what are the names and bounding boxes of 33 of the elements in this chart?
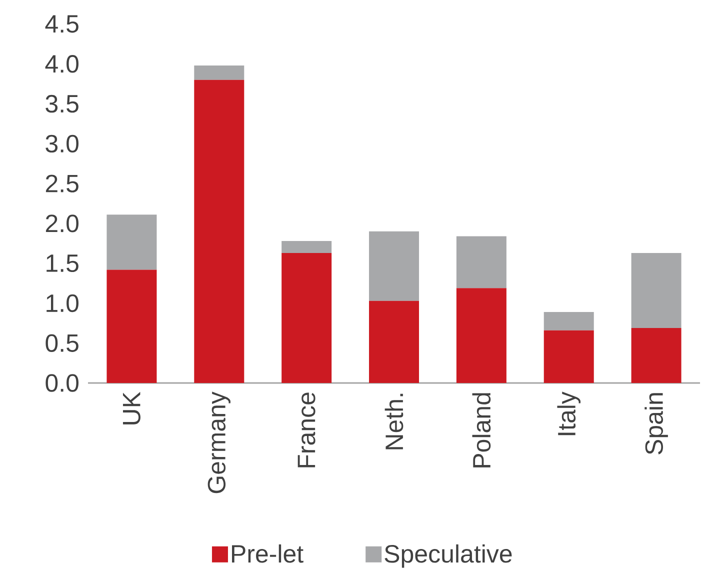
bar	[456, 236, 506, 288]
x-tick-label: Neth.	[384, 394, 404, 450]
bar	[631, 252, 682, 328]
legend-label: Pre-let	[232, 544, 304, 563]
x-tick-label: UK	[122, 392, 140, 424]
x-tick-label: France	[298, 392, 316, 468]
bar	[106, 270, 157, 383]
x-tick-label: Poland	[472, 393, 491, 468]
y-tick-label: 4.5	[45, 15, 78, 33]
x-tick-label: Italy	[557, 392, 581, 436]
bar	[456, 288, 506, 383]
bar	[631, 328, 682, 383]
y-tick-label: 0.0	[46, 374, 78, 392]
bar	[194, 65, 244, 80]
y-tick-label: 3.5	[46, 94, 78, 113]
bar	[106, 214, 157, 270]
y-tick-label: 2.5	[46, 174, 78, 192]
y-tick-label: 1.5	[46, 254, 78, 272]
y-tick-label: 3.0	[46, 134, 78, 153]
y-tick-label: 1.0	[46, 294, 78, 312]
y-tick-label: 2.0	[46, 214, 78, 232]
y-tick-label: 0.5	[46, 334, 78, 352]
y-tick-label: 4.0	[45, 55, 78, 73]
bar	[544, 312, 594, 330]
bar	[282, 240, 332, 253]
legend-label: Speculative	[384, 544, 512, 568]
bar	[194, 80, 244, 383]
x-tick-label: Spain	[644, 393, 668, 454]
bar	[369, 231, 420, 301]
bar	[282, 252, 332, 383]
bar	[544, 330, 594, 383]
x-tick-label: Germany	[208, 392, 230, 494]
bar	[369, 300, 420, 383]
